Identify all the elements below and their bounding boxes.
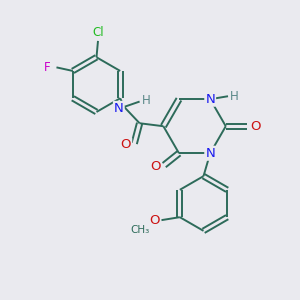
Text: O: O <box>121 138 131 152</box>
Text: N: N <box>205 93 215 106</box>
Text: H: H <box>142 94 151 106</box>
Text: O: O <box>150 214 160 226</box>
Text: N: N <box>205 147 215 160</box>
Text: F: F <box>44 61 51 74</box>
Text: O: O <box>151 160 161 173</box>
Text: H: H <box>230 90 239 103</box>
Text: N: N <box>114 102 124 115</box>
Text: O: O <box>250 120 261 133</box>
Text: CH₃: CH₃ <box>130 225 150 235</box>
Text: Cl: Cl <box>93 26 104 38</box>
